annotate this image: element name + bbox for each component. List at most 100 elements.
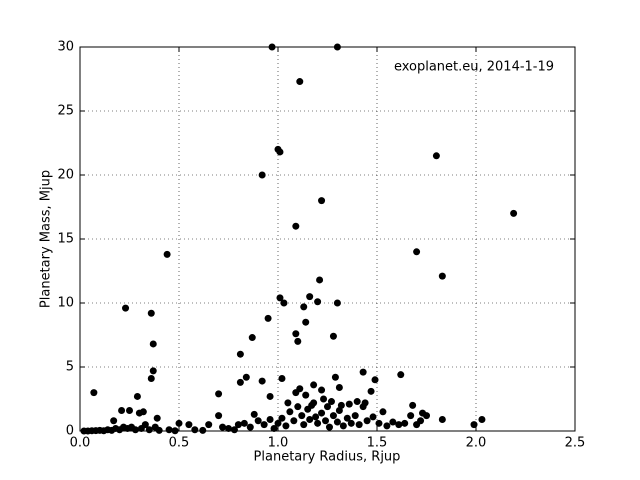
point [335, 383, 343, 391]
point [292, 222, 300, 230]
point [133, 392, 141, 400]
point [327, 398, 335, 406]
point [242, 373, 250, 381]
point [353, 398, 361, 406]
point [153, 414, 161, 422]
point [361, 399, 369, 407]
point [300, 421, 308, 429]
point [258, 171, 266, 179]
point [320, 395, 328, 403]
point [215, 412, 223, 420]
point [355, 421, 363, 429]
point [240, 419, 248, 427]
point [401, 419, 409, 427]
point [438, 415, 446, 423]
point [292, 330, 300, 338]
point [333, 43, 341, 51]
point [369, 413, 377, 421]
point [413, 248, 421, 256]
point [343, 414, 351, 422]
point [290, 417, 298, 425]
point [333, 299, 341, 307]
point [205, 421, 213, 429]
point [286, 408, 294, 416]
y-tick-label: 15 [57, 232, 74, 247]
point [379, 408, 387, 416]
point [163, 250, 171, 258]
point [322, 417, 330, 425]
point [147, 375, 155, 383]
point [371, 376, 379, 384]
point [294, 403, 302, 411]
point [417, 417, 425, 425]
y-tick-label: 25 [57, 104, 74, 119]
point [122, 304, 130, 312]
point [389, 418, 397, 426]
point [331, 373, 339, 381]
point [438, 272, 446, 280]
point [308, 401, 316, 409]
point [171, 427, 179, 435]
x-tick-label: 2.0 [466, 436, 487, 451]
point [318, 409, 326, 417]
point [145, 426, 153, 434]
point [266, 415, 274, 423]
point [409, 401, 417, 409]
point [318, 197, 326, 205]
point [225, 424, 232, 432]
point [375, 419, 383, 427]
point [264, 314, 272, 322]
x-tick-label: 1.5 [367, 436, 388, 451]
point [329, 412, 337, 420]
point [300, 303, 308, 311]
point [296, 78, 304, 86]
point [298, 412, 306, 420]
point [306, 293, 314, 301]
point [314, 419, 322, 427]
point [149, 340, 157, 348]
point [126, 407, 133, 415]
point [258, 377, 266, 385]
point [270, 424, 278, 432]
point [395, 421, 403, 429]
point [280, 299, 288, 307]
point [248, 334, 256, 342]
point [302, 391, 310, 399]
point [306, 415, 314, 423]
y-tick-label: 10 [57, 296, 74, 311]
point [316, 276, 324, 284]
x-tick-label: 1.0 [268, 436, 289, 451]
point [266, 392, 274, 400]
point [367, 387, 375, 395]
point [175, 419, 183, 427]
y-tick-label: 30 [57, 40, 74, 55]
point [260, 421, 268, 429]
point [339, 422, 347, 430]
point [149, 367, 157, 375]
point [155, 426, 163, 434]
point [90, 389, 98, 397]
x-axis-label: Planetary Radius, Rjup [254, 450, 401, 465]
point [110, 417, 118, 425]
point [246, 423, 254, 431]
y-axis-label: Planetary Mass, Mjup [39, 170, 54, 308]
point [191, 426, 199, 434]
point [276, 294, 284, 302]
point [318, 386, 326, 394]
point [310, 381, 318, 389]
point [351, 412, 359, 420]
point [215, 390, 223, 398]
point [432, 152, 440, 160]
point [347, 419, 355, 427]
point [147, 309, 155, 317]
point [278, 414, 286, 422]
point [383, 422, 391, 430]
point [141, 421, 149, 429]
point [185, 421, 193, 429]
point [302, 318, 310, 326]
point [139, 408, 147, 416]
point [337, 401, 345, 409]
point [165, 426, 173, 434]
point [236, 378, 244, 386]
